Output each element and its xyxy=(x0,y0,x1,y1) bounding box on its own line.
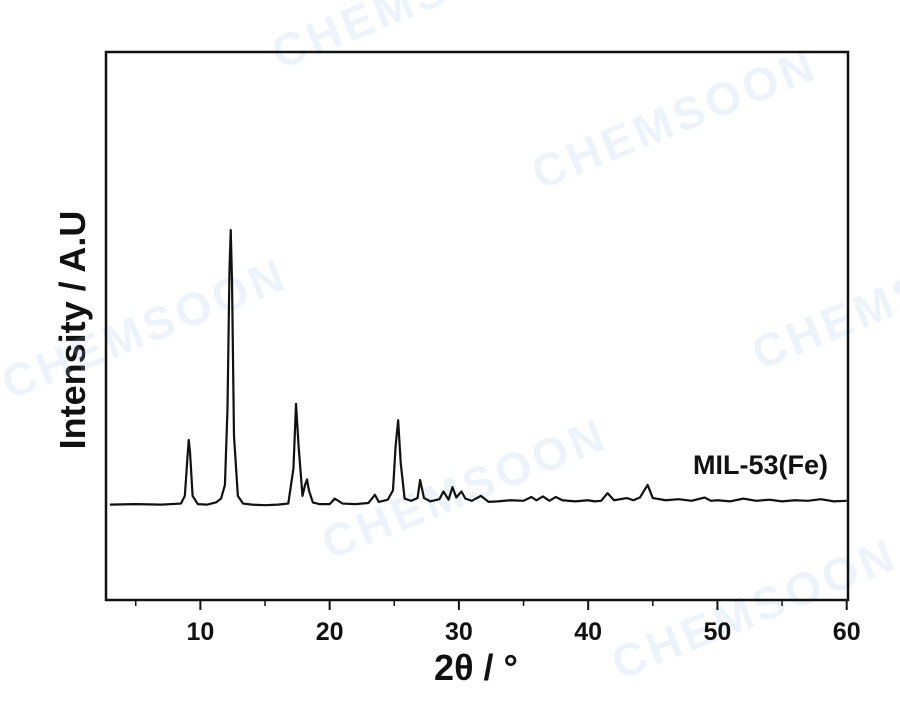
watermark: CHEMSOON xyxy=(744,218,900,380)
x-axis-label: 2θ / ° xyxy=(434,647,518,688)
x-tick-label: 30 xyxy=(445,618,473,646)
x-tick-label: 20 xyxy=(316,618,344,646)
series-label: MIL-53(Fe) xyxy=(693,450,828,480)
x-tick-label: 50 xyxy=(704,618,732,646)
watermark: CHEMSOON xyxy=(314,408,614,570)
x-tick-label: 60 xyxy=(833,618,861,646)
plot-frame xyxy=(104,50,850,602)
watermark: CHEMSOON xyxy=(0,248,295,410)
watermark: CHEMSOON xyxy=(264,0,564,79)
data-line xyxy=(109,229,847,507)
watermark: CHEMSOON xyxy=(604,528,900,690)
y-axis-label: Intensity / A.U xyxy=(52,211,93,450)
watermark: CHEMSOON xyxy=(524,38,824,200)
x-tick-label: 40 xyxy=(574,618,602,646)
x-tick-label: 10 xyxy=(186,618,214,646)
